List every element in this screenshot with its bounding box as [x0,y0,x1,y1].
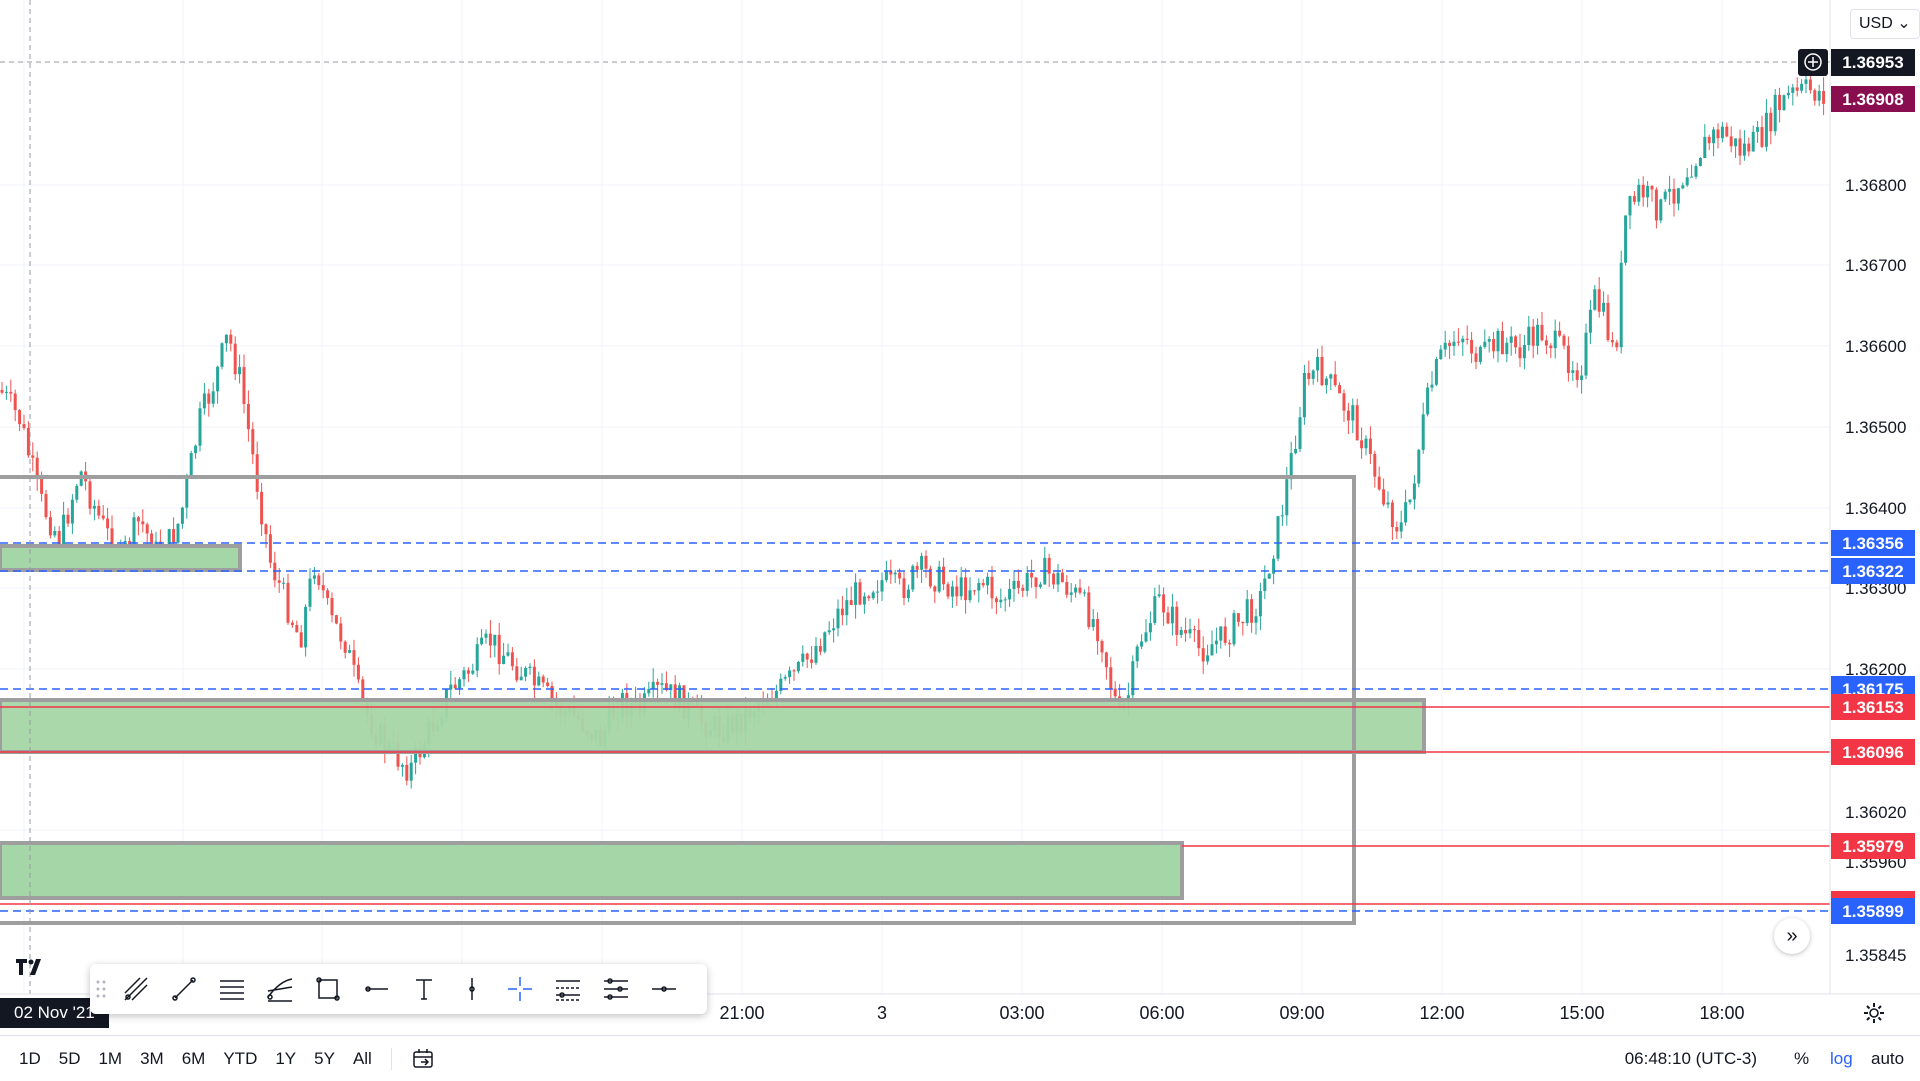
price-level-tag: 1.36153 [1831,694,1915,720]
double-chevron-right-icon: » [1786,924,1798,947]
fib-channel-icon[interactable] [544,964,592,1014]
text-icon[interactable] [400,964,448,1014]
price-tick-label: 1.36500 [1845,418,1906,437]
price-line-icon[interactable] [640,964,688,1014]
price-level-tag: 1.35979 [1831,833,1915,859]
log-scale-button[interactable]: log [1830,1049,1853,1068]
price-level-tag: 1.35899 [1831,898,1915,924]
demand-zone[interactable] [0,698,1426,754]
time-tick-label: 3 [877,1003,887,1023]
rectangle-icon[interactable] [304,964,352,1014]
time-tick-label: 06:00 [1139,1003,1184,1023]
vertical-line-icon[interactable] [448,964,496,1014]
svg-text:1.35899: 1.35899 [1842,902,1903,921]
svg-text:1.35979: 1.35979 [1842,837,1903,856]
range-button-1m[interactable]: 1M [98,1049,123,1068]
chevron-down-icon: ⌄ [1892,15,1911,32]
range-button-5d[interactable]: 5D [58,1049,81,1068]
range-button-3m[interactable]: 3M [140,1049,164,1068]
date-range-buttons: 1D 5D 1M 3M 6M YTD 1Y 5Y All [0,1036,381,1081]
range-rectangle[interactable] [0,475,1356,925]
drag-handle-icon[interactable] [90,964,112,1014]
crosshair-price-label: 1.36953 [1831,49,1915,76]
percent-scale-button[interactable]: % [1794,1049,1810,1068]
svg-text:1.36953: 1.36953 [1842,53,1903,72]
price-tick-label: 1.36400 [1845,499,1906,518]
svg-text:1.36322: 1.36322 [1842,562,1903,581]
demand-zone[interactable] [0,544,242,572]
price-tick-label: 1.36020 [1845,803,1906,822]
session-clock[interactable]: 06:48:10 (UTC-3) [1624,1049,1757,1068]
divider [390,1047,392,1070]
auto-scale-button[interactable]: auto [1871,1049,1905,1068]
range-button-5y[interactable]: 5Y [314,1049,335,1068]
last-price-label: 1.36908 [1831,86,1915,112]
time-tick-label: 12:00 [1419,1003,1464,1023]
svg-text:1.36356: 1.36356 [1842,534,1903,553]
time-tick-label: 15:00 [1559,1003,1604,1023]
scroll-to-realtime-button[interactable]: » [1774,918,1810,954]
fib-retracement-icon[interactable] [256,964,304,1014]
range-button-all[interactable]: All [352,1049,372,1068]
tradingview-logo-icon[interactable] [14,952,50,982]
currency-label: USD [1859,15,1893,32]
svg-text:1.36096: 1.36096 [1842,743,1903,762]
time-tick-label: 03:00 [999,1003,1044,1023]
horizontal-lines-icon[interactable] [208,964,256,1014]
price-level-tag: 1.36322 [1831,558,1915,584]
svg-text:1.36908: 1.36908 [1842,90,1903,109]
svg-text:1.36153: 1.36153 [1842,698,1903,717]
cross-line-icon[interactable] [496,964,544,1014]
crosshair-add-button[interactable] [1798,49,1828,76]
price-tick-label: 1.36800 [1845,176,1906,195]
horizontal-ray-icon[interactable] [352,964,400,1014]
range-button-1d[interactable]: 1D [19,1049,41,1068]
range-button-6m[interactable]: 6M [181,1049,206,1068]
price-chart[interactable]: 1.36800 1.36700 1.36600 1.36500 1.36400 1.363… [0,0,1920,1035]
time-tick-label: 21:00 [719,1003,764,1023]
bottom-toolbar: 1D 5D 1M 3M 6M YTD 1Y 5Y All 06:48:10 (UTC-3) % … [0,1035,1920,1081]
price-tick-label: 1.36600 [1845,337,1906,356]
candlestick-series [0,70,1826,789]
price-tick-label: 1.36200 [1845,660,1906,679]
pitchfork-icon[interactable] [112,964,160,1014]
settings-gear-icon[interactable] [1858,998,1890,1028]
time-tick-label: 09:00 [1279,1003,1324,1023]
price-level-tag: 1.36096 [1831,739,1915,765]
time-tick-label: 18:00 [1699,1003,1744,1023]
calendar-goto-icon[interactable] [410,1046,436,1072]
trend-line-icon[interactable] [160,964,208,1014]
price-level-tag: 1.36356 [1831,530,1915,556]
currency-selector[interactable]: USD ⌄ [1850,9,1920,39]
price-tick-label: 1.36700 [1845,256,1906,275]
price-tick-label: 1.35845 [1845,946,1906,965]
range-button-1y[interactable]: 1Y [275,1049,297,1068]
demand-zone[interactable] [0,841,1184,900]
drawing-toolbar [90,964,707,1014]
parallel-channel-icon[interactable] [592,964,640,1014]
range-button-ytd[interactable]: YTD [223,1049,258,1068]
